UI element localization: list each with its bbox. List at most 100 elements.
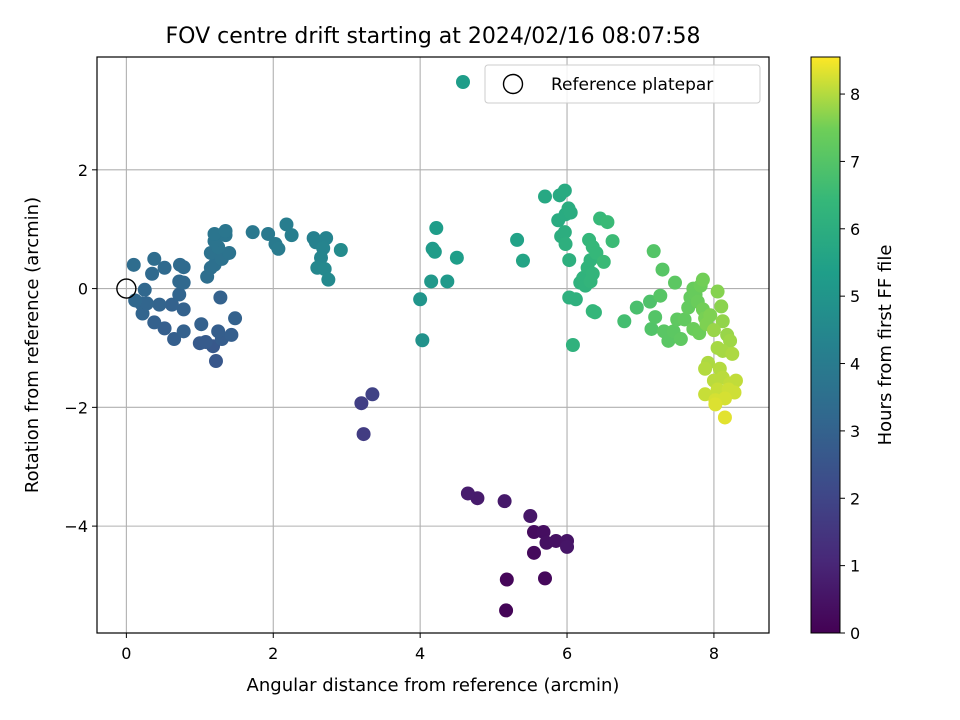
scatter-point xyxy=(128,293,143,308)
scatter-point xyxy=(147,251,162,266)
reference-platepar-marker xyxy=(116,278,137,299)
colorbar-tick-label: 3 xyxy=(850,422,860,441)
scatter-point xyxy=(147,315,162,330)
scatter-point xyxy=(706,323,721,338)
scatter-point xyxy=(698,387,713,402)
y-tick-label: 2 xyxy=(78,161,88,180)
scatter-point xyxy=(510,232,525,247)
scatter-point xyxy=(365,387,380,402)
scatter-point xyxy=(211,324,226,339)
scatter-point xyxy=(427,244,442,259)
scatter-point xyxy=(557,225,572,240)
scatter-point xyxy=(440,274,455,289)
scatter-point xyxy=(710,284,725,299)
scatter-point xyxy=(424,274,439,289)
scatter-point xyxy=(333,242,348,257)
scatter-point xyxy=(717,410,732,425)
x-axis-ticks: 0 2 4 6 8 xyxy=(121,633,719,663)
scatter-point xyxy=(648,310,663,325)
scatter-point xyxy=(139,296,154,311)
colorbar-tick-label: 2 xyxy=(850,489,860,508)
scatter-point xyxy=(222,245,237,260)
colorbar-tick-label: 7 xyxy=(850,152,860,171)
scatter-point xyxy=(523,509,538,524)
y-axis-ticks: −4 −2 0 2 xyxy=(64,161,97,536)
scatter-point xyxy=(515,253,530,268)
y-tick-label: −4 xyxy=(64,517,88,536)
x-tick-label: 0 xyxy=(121,644,131,663)
scatter-point xyxy=(538,571,552,586)
scatter-point xyxy=(563,205,578,220)
scatter-point xyxy=(429,221,444,236)
scatter-point xyxy=(653,288,668,303)
scatter-point xyxy=(208,354,223,369)
y-tick-label: 0 xyxy=(78,280,88,299)
scatter-point xyxy=(157,260,172,275)
scatter-point xyxy=(176,324,191,339)
colorbar-tick-label: 4 xyxy=(850,355,860,374)
scatter-point xyxy=(617,314,632,329)
colorbar-label: Hours from first FF file xyxy=(875,245,896,446)
scatter-point xyxy=(605,234,620,249)
x-tick-label: 6 xyxy=(562,644,572,663)
plot-frame xyxy=(96,56,770,634)
scatter-point xyxy=(449,250,464,265)
scatter-point xyxy=(499,603,514,618)
x-tick-label: 4 xyxy=(415,644,425,663)
scatter-point xyxy=(152,297,167,312)
scatter-point xyxy=(677,312,692,327)
scatter-point xyxy=(354,396,369,411)
scatter-points xyxy=(126,183,743,618)
scatter-point xyxy=(198,335,213,350)
legend: Reference platepar xyxy=(484,64,761,104)
scatter-point xyxy=(194,317,209,332)
scatter-point xyxy=(167,332,182,347)
scatter-point xyxy=(565,338,580,352)
colorbar-tick-label: 0 xyxy=(850,624,860,643)
scatter-point xyxy=(413,292,428,307)
scatter-point xyxy=(321,272,336,287)
reference-layer xyxy=(116,278,137,299)
scatter-point xyxy=(499,572,514,587)
colorbar: 0 1 2 3 4 5 6 7 8 Hours from first FF file xyxy=(810,56,896,643)
scatter-point xyxy=(695,272,710,287)
scatter-point xyxy=(673,332,688,347)
scatter-point xyxy=(714,299,729,314)
scatter-point xyxy=(157,321,172,336)
scatter-point xyxy=(587,305,602,320)
scatter-point xyxy=(536,525,551,540)
scatter-point xyxy=(568,292,583,307)
scatter-point xyxy=(655,262,670,277)
scatter-point xyxy=(583,274,598,289)
scatter-point xyxy=(538,189,552,204)
scatter-point xyxy=(356,427,371,442)
scatter-point xyxy=(224,327,239,342)
scatter-point xyxy=(176,275,191,290)
x-tick-label: 8 xyxy=(709,644,719,663)
scatter-point xyxy=(558,237,573,252)
scatter-point xyxy=(562,253,577,268)
colorbar-tick-label: 5 xyxy=(850,287,860,306)
y-tick-label: −2 xyxy=(64,398,88,417)
scatter-point xyxy=(723,333,738,348)
scatter-point xyxy=(213,290,228,305)
colorbar-tick-label: 6 xyxy=(850,220,860,239)
scatter-point xyxy=(460,486,475,501)
scatter-point xyxy=(560,539,575,554)
scatter-point xyxy=(698,361,713,376)
legend-box xyxy=(484,64,761,104)
scatter-point xyxy=(218,223,233,238)
scatter-point xyxy=(725,346,740,361)
scatter-point xyxy=(176,302,191,317)
scatter-point xyxy=(228,311,243,326)
chart-title: FOV centre drift starting at 2024/02/16 … xyxy=(166,24,701,49)
legend-reference-marker xyxy=(502,73,524,95)
scatter-point xyxy=(629,300,644,315)
scatter-point xyxy=(415,333,430,348)
scatter-point xyxy=(646,244,661,259)
scatter-point xyxy=(549,533,564,548)
scatter-point xyxy=(644,321,659,336)
scatter-point xyxy=(596,254,611,269)
scatter-point xyxy=(708,397,723,412)
